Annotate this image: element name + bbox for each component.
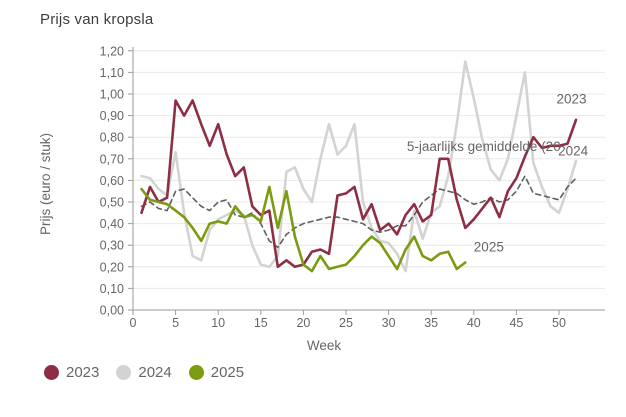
- series-end-label: 2024: [558, 144, 589, 159]
- legend-label: 2024: [138, 364, 172, 381]
- x-axis-title: Week: [307, 338, 342, 353]
- legend-label: 2023: [66, 364, 100, 381]
- y-axis-title: Prijs (euro / stuk): [38, 133, 53, 235]
- legend-swatch-icon: [116, 365, 132, 380]
- x-tick-label: 5: [172, 316, 179, 330]
- y-tick-label: 0,30: [100, 239, 124, 253]
- y-tick-label: 0,60: [100, 174, 124, 188]
- legend-item-2023[interactable]: 2023: [44, 364, 99, 381]
- legend-swatch-icon: [188, 365, 204, 380]
- series-line-5-jaarlijks-gemiddelde-20: [140, 175, 577, 249]
- series-end-label: 5-jaarlijks gemiddelde (20: [407, 139, 561, 154]
- x-tick-label: 25: [339, 316, 353, 330]
- legend-label: 2025: [210, 364, 245, 381]
- y-tick-label: 1,00: [100, 88, 124, 102]
- x-tick-label: 10: [211, 316, 225, 330]
- y-tick-label: 0,90: [100, 109, 124, 123]
- x-tick-label: 35: [424, 316, 438, 330]
- y-tick-label: 1,20: [100, 44, 124, 58]
- x-tick-label: 20: [296, 316, 310, 330]
- legend-swatch-icon: [44, 365, 59, 380]
- series-line-2023: [140, 99, 578, 269]
- y-tick-label: 0,40: [100, 217, 124, 231]
- x-tick-label: 45: [509, 316, 523, 330]
- y-tick-label: 0,50: [100, 196, 124, 210]
- y-tick-label: 0,80: [100, 131, 124, 145]
- legend-item-2025[interactable]: 2025: [188, 364, 245, 381]
- series-end-label: 2023: [556, 92, 586, 107]
- series-line-2024: [140, 60, 578, 273]
- x-tick-label: 15: [254, 316, 268, 330]
- series-line-2025: [140, 185, 467, 273]
- x-tick-label: 50: [552, 316, 566, 330]
- y-tick-label: 0,00: [100, 304, 124, 318]
- series-end-label: 2025: [474, 240, 504, 255]
- x-tick-label: 40: [467, 316, 481, 330]
- y-tick-label: 0,70: [100, 152, 124, 166]
- y-tick-label: 0,20: [100, 260, 124, 274]
- y-tick-label: 0,10: [100, 282, 124, 296]
- x-tick-label: 0: [130, 316, 137, 330]
- chart-legend: 2023 2024 2025: [44, 364, 244, 381]
- y-tick-label: 1,10: [100, 66, 124, 80]
- x-tick-label: 30: [382, 316, 396, 330]
- chart-title: Prijs van kropsla: [40, 11, 154, 28]
- legend-item-2024[interactable]: 2024: [116, 364, 172, 381]
